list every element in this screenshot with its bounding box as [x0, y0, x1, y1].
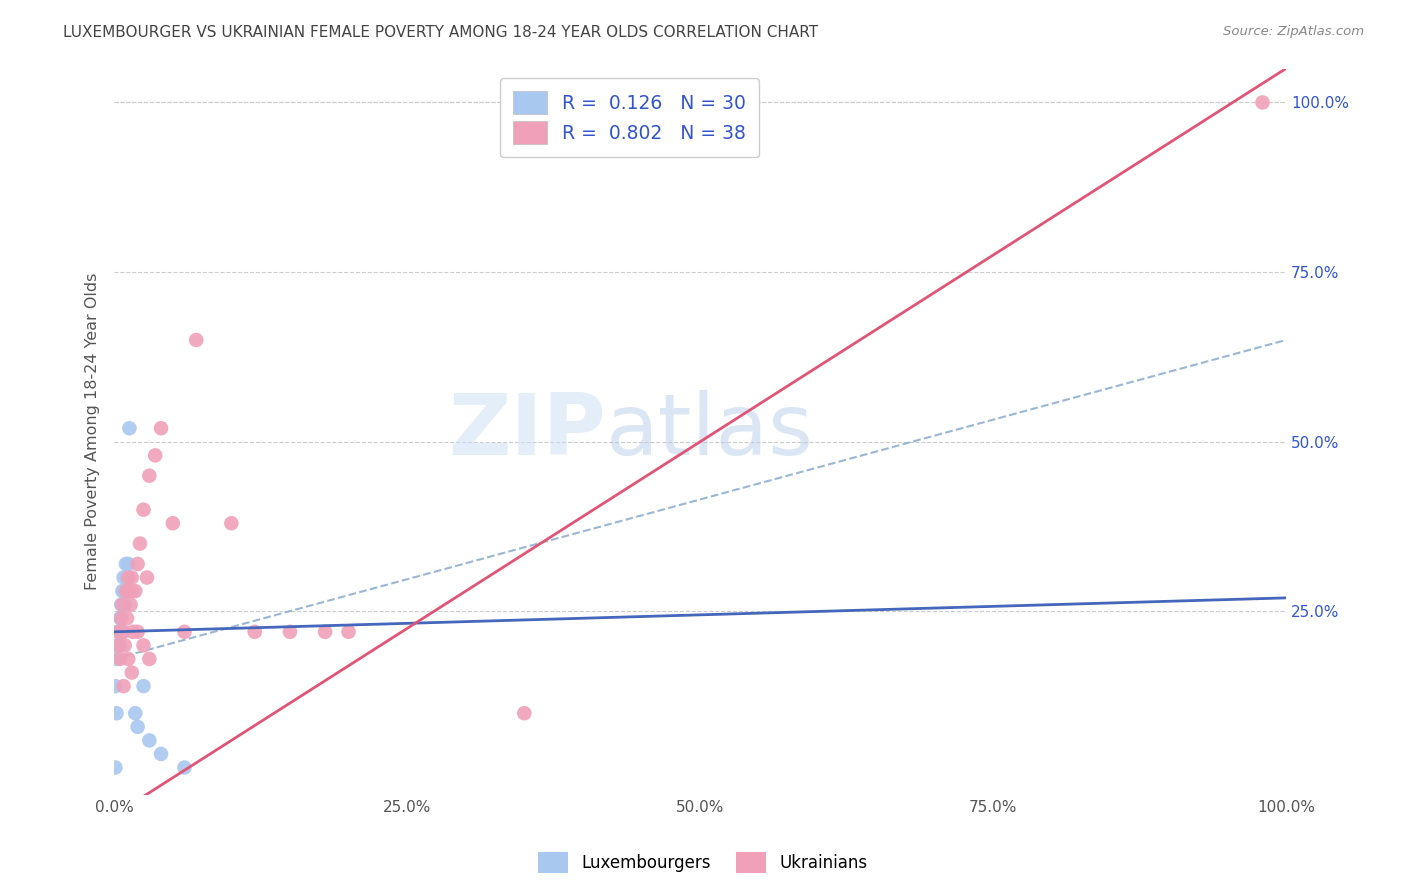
Text: LUXEMBOURGER VS UKRAINIAN FEMALE POVERTY AMONG 18-24 YEAR OLDS CORRELATION CHART: LUXEMBOURGER VS UKRAINIAN FEMALE POVERTY… [63, 25, 818, 40]
Point [186, 333, 208, 347]
Point [124, 706, 146, 721]
Point [115, 584, 138, 599]
Point [138, 733, 160, 747]
Point [115, 584, 138, 599]
Point [104, 760, 127, 774]
Point [108, 624, 131, 639]
Point [121, 570, 143, 584]
Point [107, 639, 129, 653]
Point [127, 624, 149, 639]
Text: Source: ZipAtlas.com: Source: ZipAtlas.com [1223, 25, 1364, 38]
Point [1251, 95, 1274, 110]
Point [132, 679, 155, 693]
Point [124, 584, 146, 599]
Point [150, 421, 173, 435]
Point [138, 652, 160, 666]
Point [162, 516, 184, 531]
Point [115, 557, 138, 571]
Point [122, 624, 145, 639]
Point [129, 536, 152, 550]
Point [121, 665, 143, 680]
Point [108, 624, 131, 639]
Point [136, 570, 159, 584]
Point [112, 570, 135, 584]
Point [110, 598, 132, 612]
Text: atlas: atlas [606, 390, 814, 473]
Point [118, 584, 141, 599]
Point [112, 584, 135, 599]
Point [118, 421, 141, 435]
Point [111, 624, 134, 639]
Point [114, 639, 136, 653]
Point [108, 639, 131, 653]
Point [127, 720, 149, 734]
Point [173, 760, 195, 774]
Point [314, 624, 336, 639]
Point [173, 624, 195, 639]
Point [143, 448, 166, 462]
Y-axis label: Female Poverty Among 18-24 Year Olds: Female Poverty Among 18-24 Year Olds [86, 273, 100, 591]
Point [107, 639, 129, 653]
Point [114, 598, 136, 612]
Point [110, 611, 132, 625]
Legend: Luxembourgers, Ukrainians: Luxembourgers, Ukrainians [531, 846, 875, 880]
Point [337, 624, 360, 639]
Point [221, 516, 243, 531]
Point [108, 639, 131, 653]
Point [107, 624, 129, 639]
Point [112, 624, 135, 639]
Legend: R =  0.126   N = 30, R =  0.802   N = 38: R = 0.126 N = 30, R = 0.802 N = 38 [501, 78, 759, 157]
Point [243, 624, 266, 639]
Point [117, 652, 139, 666]
Point [513, 706, 536, 721]
Point [110, 611, 132, 625]
Point [104, 679, 127, 693]
Point [108, 611, 131, 625]
Point [117, 570, 139, 584]
Point [121, 584, 143, 599]
Point [138, 468, 160, 483]
Point [120, 598, 142, 612]
Point [127, 557, 149, 571]
Point [105, 706, 128, 721]
Point [108, 652, 131, 666]
Point [115, 570, 138, 584]
Point [105, 652, 128, 666]
Point [111, 598, 134, 612]
Text: ZIP: ZIP [449, 390, 606, 473]
Point [112, 679, 135, 693]
Point [278, 624, 301, 639]
Point [111, 584, 134, 599]
Point [117, 557, 139, 571]
Point [115, 611, 138, 625]
Point [132, 502, 155, 516]
Point [150, 747, 173, 761]
Point [108, 624, 131, 639]
Point [132, 639, 155, 653]
